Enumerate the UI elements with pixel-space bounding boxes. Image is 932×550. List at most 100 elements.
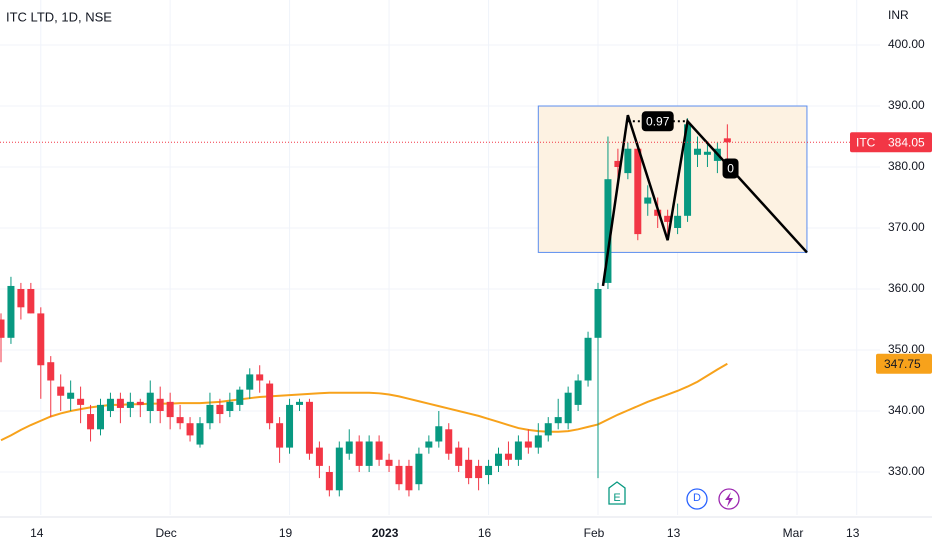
candle-body bbox=[57, 386, 65, 396]
candle-body bbox=[27, 289, 35, 314]
y-tick-label: 400.00 bbox=[888, 37, 925, 51]
candle-body bbox=[395, 465, 403, 485]
candle-body bbox=[286, 404, 294, 448]
candle-body bbox=[614, 160, 622, 168]
split-bolt bbox=[725, 492, 733, 507]
candle-body bbox=[206, 404, 214, 424]
candle-body bbox=[116, 398, 124, 408]
x-tick-label: Feb bbox=[584, 526, 605, 540]
candle-body bbox=[385, 459, 393, 466]
y-tick-label: 370.00 bbox=[888, 220, 925, 234]
x-tick-label: 19 bbox=[279, 526, 293, 540]
candle-body bbox=[564, 392, 572, 424]
candle-body bbox=[375, 441, 383, 460]
candle-body bbox=[256, 374, 264, 381]
x-tick-label: 13 bbox=[846, 526, 860, 540]
event-icon bbox=[608, 481, 626, 505]
candle-body bbox=[504, 453, 512, 460]
candle-body bbox=[97, 404, 104, 430]
candle-body bbox=[176, 417, 184, 424]
candle-body bbox=[694, 148, 701, 155]
candle-body bbox=[196, 423, 204, 445]
candle-body bbox=[445, 429, 453, 454]
candle-body bbox=[296, 401, 303, 405]
candle-body bbox=[594, 289, 602, 338]
candle-body bbox=[166, 401, 174, 418]
candle-body bbox=[37, 313, 45, 366]
x-tick-label: Dec bbox=[155, 526, 176, 540]
candle-body bbox=[465, 459, 473, 479]
candle-body bbox=[67, 392, 75, 399]
candle-body bbox=[156, 398, 164, 411]
candle-body bbox=[674, 215, 682, 229]
candle-body bbox=[455, 447, 463, 466]
candle-body bbox=[246, 374, 254, 390]
candle-body bbox=[186, 423, 194, 436]
y-tick-label: 360.00 bbox=[888, 281, 925, 295]
candle-body bbox=[355, 441, 363, 466]
level-label-bg bbox=[722, 158, 739, 179]
event-label: E bbox=[613, 492, 620, 504]
chart-title: ITC LTD, 1D, NSE bbox=[6, 9, 112, 24]
x-tick-label: 2023 bbox=[372, 526, 399, 540]
candle-body bbox=[126, 401, 134, 408]
candle-body bbox=[216, 404, 224, 415]
candle-body bbox=[624, 148, 632, 174]
candle-body bbox=[604, 179, 612, 283]
candle-body bbox=[703, 151, 711, 155]
candle-body bbox=[485, 465, 493, 476]
candle-body bbox=[315, 447, 323, 466]
candle-body bbox=[544, 423, 552, 436]
candle-body bbox=[634, 148, 642, 235]
symbol-tag: ITC bbox=[856, 135, 876, 149]
candle-body bbox=[226, 401, 234, 411]
candle-body bbox=[534, 435, 542, 448]
level-label: 0 bbox=[727, 162, 734, 176]
x-tick-label: 13 bbox=[667, 526, 681, 540]
candle-body bbox=[664, 215, 672, 222]
candle-body bbox=[345, 441, 353, 454]
candle-body bbox=[136, 401, 144, 405]
y-tick-label: 330.00 bbox=[888, 464, 925, 478]
candle-body bbox=[7, 285, 15, 338]
ratio-label: 0.97 bbox=[646, 114, 670, 128]
candle-body bbox=[305, 401, 313, 454]
candle-body bbox=[146, 392, 154, 411]
y-tick-label: 380.00 bbox=[888, 159, 925, 173]
currency: INR bbox=[888, 8, 909, 22]
x-tick-label: 16 bbox=[478, 526, 492, 540]
candle-body bbox=[524, 441, 532, 448]
candle-body bbox=[106, 398, 114, 411]
candle-body bbox=[584, 337, 592, 381]
y-tick-label: 340.00 bbox=[888, 403, 925, 417]
candle-body bbox=[47, 362, 55, 381]
candle-body bbox=[514, 441, 522, 460]
event-icon bbox=[686, 488, 708, 510]
axis-bg bbox=[880, 0, 932, 550]
price-tag-label: 384.05 bbox=[888, 135, 925, 149]
candle-body bbox=[365, 441, 373, 466]
candle-body bbox=[17, 289, 25, 308]
candle-body bbox=[236, 389, 244, 405]
ma-tag bbox=[876, 353, 932, 374]
candle-body bbox=[405, 465, 413, 491]
candle-body bbox=[87, 414, 95, 430]
candle-body bbox=[475, 465, 483, 479]
candle-body bbox=[276, 423, 284, 448]
candle-body bbox=[325, 471, 333, 491]
candle-body bbox=[644, 197, 652, 204]
pattern-box bbox=[537, 105, 808, 253]
x-tick-label: Mar bbox=[783, 526, 804, 540]
x-tick-label: 14 bbox=[30, 526, 44, 540]
ma-tag-label: 347.75 bbox=[884, 357, 921, 371]
event-label: D bbox=[693, 492, 701, 504]
candle-body bbox=[415, 453, 423, 485]
y-tick-label: 350.00 bbox=[888, 342, 925, 356]
candle-body bbox=[495, 453, 502, 466]
candle-body bbox=[425, 441, 433, 448]
candle-body bbox=[684, 124, 692, 216]
candle-body bbox=[77, 398, 85, 405]
y-tick-label: 390.00 bbox=[888, 98, 925, 112]
price-tag bbox=[850, 132, 932, 153]
